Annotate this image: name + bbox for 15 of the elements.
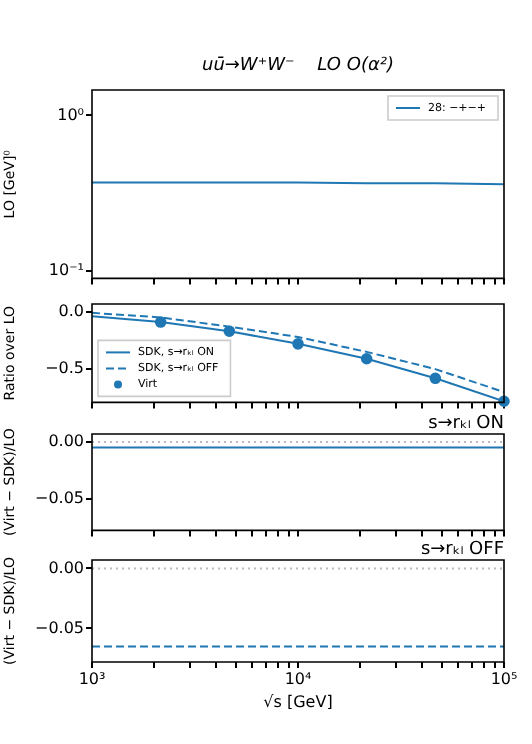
y-tick-label: 0.00 [48,432,84,451]
y-tick-label: 0.0 [58,301,84,320]
y-tick-label: −0.05 [34,618,84,637]
y-tick-label: 0.00 [48,558,84,577]
x-axis-title: √s [GeV] [263,692,333,711]
chart-title: s→rₖₗ OFF [420,540,504,560]
x-tick-label: 10⁴ [284,669,312,688]
y-tick-label: 10⁰ [57,105,84,124]
x-tick-label: 10⁵ [490,669,518,688]
chart-title: uū→W⁺W⁻ LO O(α²) [201,56,395,76]
y-tick-label: 10⁻¹ [48,260,84,279]
y-tick-label: −0.5 [45,359,84,378]
y-tick-label: −0.05 [34,488,84,507]
chart-title: s→rₖₗ ON [428,414,504,434]
x-tick-label: 10³ [78,669,106,688]
